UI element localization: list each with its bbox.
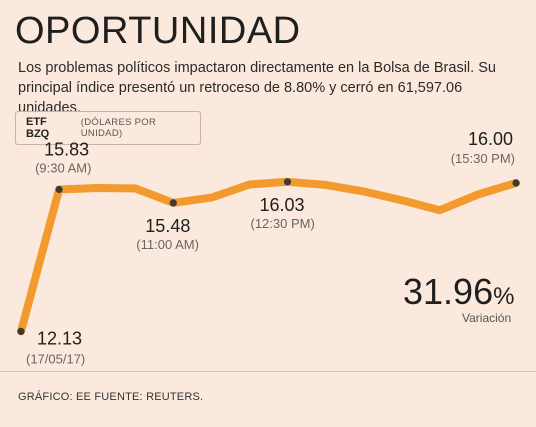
data-point-marker <box>512 179 520 187</box>
data-label-time: (9:30 AM) <box>35 161 91 176</box>
data-point-marker <box>17 327 25 335</box>
ticker-name: ETF BZQ <box>26 116 50 140</box>
data-label-value: 12.13 <box>37 328 82 348</box>
chart-title: OPORTUNIDAD <box>15 10 301 52</box>
line-layer <box>17 177 520 336</box>
data-label-value: 16.03 <box>260 195 305 215</box>
label-layer: 12.13 (17/05/17) 15.83(9:30 AM) 15.48(11:00… <box>26 129 515 366</box>
ticker-unit: (DÓLARES POR UNIDAD) <box>80 117 157 139</box>
ticker-box: ETF BZQ (DÓLARES POR UNIDAD) <box>15 111 201 145</box>
marker-layer <box>17 178 520 335</box>
variation-percent-sign: % <box>493 283 515 310</box>
variation-value: 31.96% <box>403 272 514 317</box>
variation-label: Variación <box>462 311 512 325</box>
data-label-value: 15.83 <box>44 140 89 160</box>
data-label-time: (12:30 PM) <box>251 216 315 231</box>
data-point-marker <box>283 178 292 186</box>
data-point-marker <box>169 199 177 207</box>
series-line <box>17 177 520 336</box>
data-point-marker <box>55 185 63 194</box>
data-label-value: 15.48 <box>145 216 190 236</box>
data-label-time: (11:00 AM) <box>136 237 199 252</box>
divider <box>0 371 536 372</box>
source-note: GRÁFICO: EE FUENTE: REUTERS. <box>18 391 204 403</box>
data-label-value: 16.00 <box>468 129 513 149</box>
variation-number: 31.96 <box>403 271 494 312</box>
data-label-time: (15:30 PM) <box>451 151 515 166</box>
data-label-time: (17/05/17) <box>26 351 85 366</box>
chart-subtitle: Los problemas políticos impactaron direc… <box>18 60 496 116</box>
